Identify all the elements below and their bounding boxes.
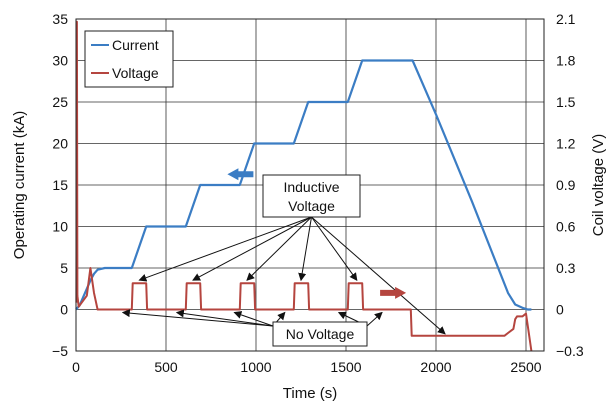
voltage-axis-arrow-icon: [380, 286, 407, 299]
inductive-arrow: [298, 216, 312, 282]
y-axis-label-left: Operating current (kA): [11, 111, 28, 259]
y-tick-label-right: 2.1: [556, 11, 576, 27]
inductive-arrow: [311, 216, 446, 335]
y-tick-label-left: 0: [60, 302, 68, 318]
no-voltage-label: No Voltage: [286, 326, 355, 342]
y-tick-label-right: −0.3: [556, 343, 584, 359]
series-line-voltage: [75, 20, 533, 352]
y-tick-label-left: −5: [52, 343, 68, 359]
y-tick-label-right: 1.8: [556, 53, 576, 69]
series-layer: [75, 20, 533, 352]
legend: Current Voltage: [84, 30, 174, 88]
current-axis-arrow-icon: [227, 168, 254, 181]
y-tick-label-left: 5: [60, 260, 68, 276]
y-tick-label-left: 30: [52, 53, 68, 69]
inductive-arrow: [138, 216, 312, 282]
inductive-voltage-box: [262, 174, 361, 218]
legend-box: [84, 30, 174, 88]
y-tick-label-right: 0: [556, 302, 564, 318]
x-tick-label: 2000: [420, 359, 451, 375]
no-voltage-arrow: [366, 311, 383, 327]
y-tick-label-left: 15: [52, 177, 68, 193]
y-tick-label-left: 20: [52, 136, 68, 152]
x-axis-label: Time (s): [283, 385, 337, 402]
legend-label-voltage: Voltage: [112, 65, 159, 81]
inductive-arrow: [192, 216, 312, 281]
y-tick-label-right: 1.5: [556, 94, 576, 110]
y-axis-label-right: Coil voltage (V): [590, 134, 607, 237]
y-tick-label-right: 0.3: [556, 260, 576, 276]
x-tick-label: 1000: [240, 359, 271, 375]
no-voltage-arrows: [121, 309, 383, 327]
inductive-arrows: [138, 216, 446, 335]
no-voltage-arrow: [233, 311, 274, 327]
x-tick-label: 2500: [510, 359, 541, 375]
x-tick-label: 500: [154, 359, 178, 375]
plot-frame: [75, 18, 545, 352]
inductive-label-line2: Voltage: [288, 198, 335, 214]
no-voltage-arrow: [121, 309, 274, 327]
no-voltage-box: [272, 321, 368, 347]
inductive-arrow: [311, 216, 358, 282]
y-tick-label-right: 0.6: [556, 219, 576, 235]
y-tick-label-left: 10: [52, 219, 68, 235]
y-tick-label-right: 0.9: [556, 177, 576, 193]
annotations: Inductive Voltage No Voltage: [121, 168, 446, 347]
y-tick-label-left: 35: [52, 11, 68, 27]
y-tick-label-right: 1.2: [556, 136, 576, 152]
inductive-arrow: [246, 216, 312, 281]
no-voltage-arrow: [175, 309, 274, 327]
x-tick-label: 0: [72, 359, 80, 375]
y-tick-label-left: 25: [52, 94, 68, 110]
tick-labels: 0 500 1000 1500 2000 2500−505101520253035−0.3…: [52, 11, 584, 375]
legend-label-current: Current: [112, 37, 159, 53]
x-tick-label: 1500: [330, 359, 361, 375]
inductive-label-line1: Inductive: [283, 179, 339, 195]
